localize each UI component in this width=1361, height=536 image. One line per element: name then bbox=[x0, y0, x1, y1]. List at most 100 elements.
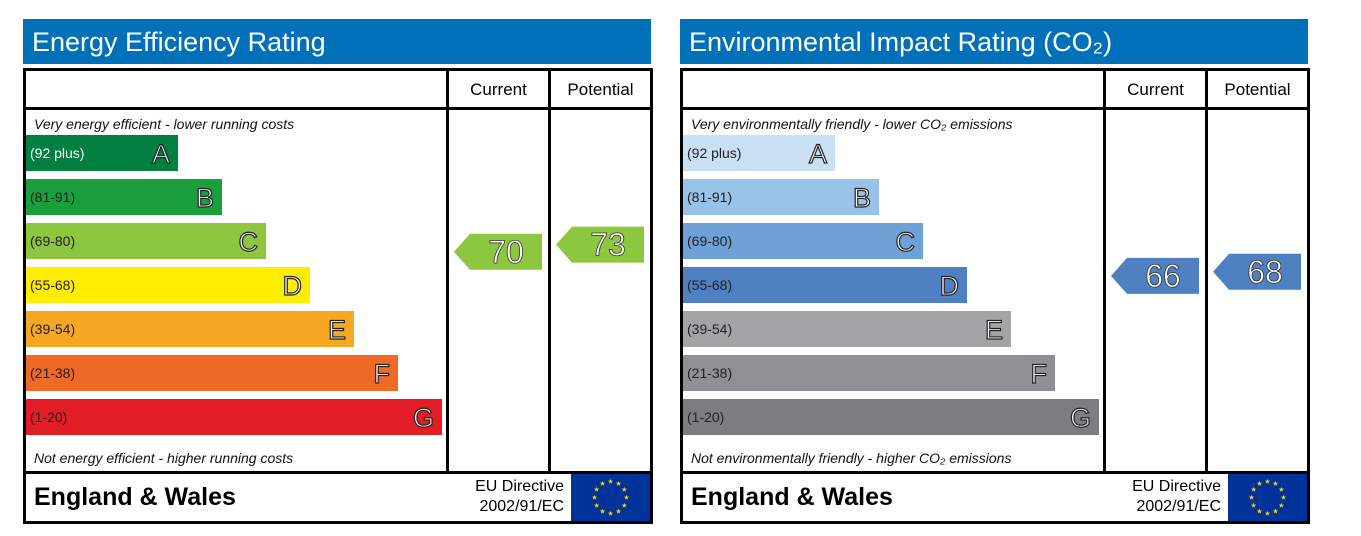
band-d: (55-68) D bbox=[26, 267, 310, 303]
column-header-current: Current bbox=[470, 80, 527, 99]
current-rating-arrow: 66 bbox=[1111, 257, 1199, 294]
band-letter: A bbox=[152, 139, 170, 169]
panel-title: Energy Efficiency Rating bbox=[23, 19, 651, 64]
rating-frame: Current Potential Very energy efficient … bbox=[23, 68, 653, 524]
band-bar bbox=[683, 267, 967, 303]
band-range: (55-68) bbox=[687, 277, 732, 293]
band-range: (69-80) bbox=[30, 233, 75, 249]
band-bar bbox=[26, 223, 266, 259]
eu-star bbox=[615, 480, 622, 486]
potential-rating-arrow-shape bbox=[556, 226, 644, 263]
eu-directive: EU Directive 2002/91/EC bbox=[1091, 477, 1221, 517]
current-rating-arrow-value: 66 bbox=[1145, 258, 1181, 294]
band-bar bbox=[26, 179, 222, 215]
column-header-potential: Potential bbox=[1224, 80, 1291, 99]
eu-star bbox=[1250, 502, 1257, 508]
band-letter: C bbox=[896, 227, 916, 257]
directive-line-2: 2002/91/EC bbox=[479, 498, 564, 515]
band-c: (69-80) C bbox=[26, 223, 266, 259]
band-b: (81-91) B bbox=[683, 179, 879, 215]
band-range: (92 plus) bbox=[30, 145, 84, 161]
band-range: (81-91) bbox=[30, 189, 75, 205]
band-bar bbox=[683, 399, 1099, 435]
eu-star bbox=[593, 486, 600, 492]
directive-line-1: EU Directive bbox=[1132, 478, 1221, 495]
potential-rating-arrow-value: 73 bbox=[590, 227, 626, 263]
potential-rating-arrow-shape bbox=[1213, 253, 1301, 290]
band-a: (92 plus) A bbox=[683, 135, 835, 171]
column-divider bbox=[1103, 71, 1106, 474]
eu-star bbox=[1272, 508, 1279, 514]
band-bar bbox=[683, 135, 835, 171]
current-rating-arrow: 70 bbox=[454, 233, 542, 270]
eu-star bbox=[593, 502, 600, 508]
eu-star bbox=[591, 494, 598, 500]
band-range: (21-38) bbox=[687, 365, 732, 381]
band-letter: B bbox=[196, 183, 214, 213]
band-letter: G bbox=[1070, 403, 1091, 433]
column-header-current: Current bbox=[1127, 80, 1184, 99]
header-divider bbox=[683, 107, 1307, 110]
footer-divider bbox=[26, 471, 650, 474]
band-range: (69-80) bbox=[687, 233, 732, 249]
footer-region: England & Wales bbox=[691, 483, 893, 511]
eu-star bbox=[1250, 486, 1257, 492]
eu-star bbox=[599, 508, 606, 514]
eu-star bbox=[1248, 494, 1255, 500]
band-bar bbox=[26, 311, 354, 347]
eu-flag-icon bbox=[571, 474, 650, 521]
eu-star bbox=[1264, 478, 1271, 484]
eu-star bbox=[1278, 502, 1285, 508]
eu-star bbox=[1264, 510, 1271, 516]
current-rating-arrow-shape bbox=[454, 233, 542, 270]
band-range: (81-91) bbox=[687, 189, 732, 205]
potential-rating-arrow: 73 bbox=[556, 226, 644, 263]
band-bar bbox=[26, 355, 398, 391]
band-b: (81-91) B bbox=[26, 179, 222, 215]
column-divider bbox=[548, 71, 551, 474]
band-bar bbox=[26, 267, 310, 303]
band-range: (21-38) bbox=[30, 365, 75, 381]
band-bar bbox=[683, 355, 1055, 391]
column-divider bbox=[446, 71, 449, 474]
band-letter: F bbox=[1031, 359, 1048, 389]
band-letter: F bbox=[374, 359, 391, 389]
panel-title: Environmental Impact Rating (CO₂) bbox=[680, 19, 1308, 64]
band-e: (39-54) E bbox=[26, 311, 354, 347]
eu-directive: EU Directive 2002/91/EC bbox=[434, 477, 564, 517]
band-letter: A bbox=[809, 139, 827, 169]
band-letter: G bbox=[413, 403, 434, 433]
directive-line-2: 2002/91/EC bbox=[1136, 498, 1221, 515]
band-letter: B bbox=[853, 183, 871, 213]
band-g: (1-20) G bbox=[26, 399, 442, 435]
band-range: (39-54) bbox=[30, 321, 75, 337]
bottom-caption: Not environmentally friendly - higher CO… bbox=[691, 450, 1012, 466]
band-range: (92 plus) bbox=[687, 145, 741, 161]
current-rating-arrow-shape bbox=[1111, 257, 1199, 294]
eu-star bbox=[621, 486, 628, 492]
eu-star bbox=[599, 480, 606, 486]
band-range: (39-54) bbox=[687, 321, 732, 337]
band-range: (1-20) bbox=[30, 409, 67, 425]
band-letter: C bbox=[239, 227, 259, 257]
rating-bars: (92 plus) A (81-91) B (69-80) C (55-68) D (39-54… bbox=[26, 135, 644, 435]
band-letter: E bbox=[985, 315, 1003, 345]
potential-rating-arrow: 68 bbox=[1213, 253, 1301, 290]
eu-star bbox=[1256, 480, 1263, 486]
band-letter: E bbox=[328, 315, 346, 345]
band-letter: D bbox=[940, 271, 960, 301]
band-bar bbox=[26, 399, 442, 435]
band-range: (1-20) bbox=[687, 409, 724, 425]
top-caption: Very environmentally friendly - lower CO… bbox=[691, 116, 1013, 132]
band-bar bbox=[683, 223, 923, 259]
potential-rating-arrow-value: 68 bbox=[1247, 254, 1283, 290]
eu-star bbox=[607, 510, 614, 516]
column-header-potential: Potential bbox=[567, 80, 634, 99]
band-e: (39-54) E bbox=[683, 311, 1011, 347]
rating-frame: Current Potential Very environmentally f… bbox=[680, 68, 1310, 524]
band-letter: D bbox=[283, 271, 303, 301]
bottom-caption: Not energy efficient - higher running co… bbox=[34, 450, 294, 466]
eu-star bbox=[621, 502, 628, 508]
eu-star bbox=[623, 494, 630, 500]
eu-star bbox=[1280, 494, 1287, 500]
